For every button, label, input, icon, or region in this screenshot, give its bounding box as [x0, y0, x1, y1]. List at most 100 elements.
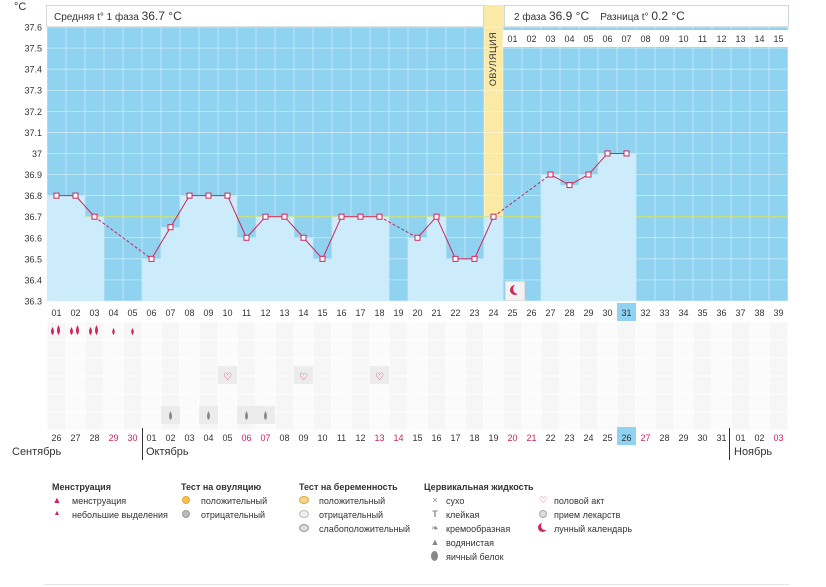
pill-icon	[538, 509, 548, 519]
temp-point	[452, 255, 459, 262]
temp-line-segment	[493, 174, 551, 218]
intercourse-cell	[218, 366, 237, 384]
temp-point	[262, 213, 269, 220]
symptom-cell	[369, 339, 390, 359]
symptom-cell	[654, 375, 675, 395]
date-label: 04	[203, 433, 213, 443]
date-label: 30	[697, 433, 707, 443]
cycle-day-label: 35	[697, 308, 707, 318]
legend-ovulation-negative: отрицательный	[201, 510, 266, 520]
phase2-day-cell	[579, 30, 598, 47]
moon-icon[interactable]	[505, 281, 525, 301]
symptom-cell	[312, 375, 333, 395]
symptom-cell	[540, 393, 561, 413]
symptom-cell	[65, 357, 86, 377]
symptom-cell	[274, 357, 295, 377]
menstruation-icon: ▲	[52, 495, 62, 505]
phase2-day-cell	[769, 30, 788, 47]
temp-point	[72, 192, 79, 199]
symptom-cell	[274, 411, 295, 431]
symptom-cell	[654, 357, 675, 377]
date-label: 15	[412, 433, 422, 443]
symptom-cell	[502, 321, 523, 341]
temp-bar	[237, 237, 256, 301]
temp-bar	[560, 185, 579, 301]
phase2-day-number: 04	[564, 34, 574, 44]
month-september: Сентябрь	[12, 446, 62, 458]
heart-icon: ♡	[299, 372, 308, 383]
symptom-cell	[578, 411, 599, 431]
symptom-cell	[255, 339, 276, 359]
symptom-cell	[445, 339, 466, 359]
legend-intercourse: половой акт	[554, 496, 605, 506]
temp-point	[547, 171, 554, 178]
temp-point	[376, 213, 383, 220]
symptom-cell	[407, 411, 428, 431]
date-label: 06	[241, 433, 251, 443]
watery-drop-icon	[169, 411, 172, 420]
symptom-cell	[141, 393, 162, 413]
symptom-cell	[521, 393, 542, 413]
symptom-cell	[445, 375, 466, 395]
symptom-cell	[179, 393, 200, 413]
temp-point	[338, 213, 345, 220]
symptom-cell	[578, 393, 599, 413]
symptom-cell	[711, 393, 732, 413]
legend-sticky: клейкая	[446, 510, 480, 520]
phase2-label: 2 фаза	[514, 12, 547, 23]
symptom-cell	[635, 375, 656, 395]
cycle-day-label: 25	[507, 308, 517, 318]
phase1-label: Средняя t° 1 фаза	[54, 12, 139, 23]
y-tick-label: 36.4	[24, 275, 42, 285]
symptom-cell	[654, 339, 675, 359]
symptom-cell	[388, 357, 409, 377]
symptom-cell	[65, 321, 86, 341]
temp-point	[319, 255, 326, 262]
temp-bar	[579, 174, 598, 301]
temp-bar	[313, 258, 332, 301]
temp-point	[623, 150, 630, 157]
symptom-cell	[331, 339, 352, 359]
cycle-day-label: 15	[317, 308, 327, 318]
temp-point	[224, 192, 231, 199]
symptom-cell	[426, 357, 447, 377]
y-tick-label: 37.6	[24, 23, 42, 33]
symptom-cell	[312, 321, 333, 341]
temp-point	[167, 224, 174, 231]
symptom-cell	[597, 375, 618, 395]
symptom-cell	[350, 375, 371, 395]
phase2-day-number: 10	[678, 34, 688, 44]
cycle-day-label: 20	[412, 308, 422, 318]
spotting-drop	[131, 328, 134, 335]
cycle-day-label: 21	[431, 308, 441, 318]
cycle-day-label: 06	[146, 308, 156, 318]
phase2-day-number: 13	[735, 34, 745, 44]
temp-bar	[598, 153, 617, 301]
symptom-cell	[160, 375, 181, 395]
temp-point	[300, 234, 307, 241]
phase2-day-number: 01	[507, 34, 517, 44]
watery-icon: ▲	[430, 537, 440, 547]
watery-drop-icon	[245, 411, 248, 420]
temp-line-segment	[170, 195, 190, 228]
symptom-cell	[122, 375, 143, 395]
phase2-day-number: 12	[716, 34, 726, 44]
symptom-cell	[331, 393, 352, 413]
symptom-cell	[654, 321, 675, 341]
symptom-cell	[160, 321, 181, 341]
temp-point	[471, 255, 478, 262]
phase2-day-cell	[693, 30, 712, 47]
symptom-cell	[46, 375, 67, 395]
date-label: 31	[716, 433, 726, 443]
phase1-summary: Средняя t° 1 фаза 36.7 °C	[54, 9, 182, 23]
symptom-cell	[483, 393, 504, 413]
temp-bar	[617, 153, 636, 301]
phase2-summary: 2 фаза 36.9 °C Разница t° 0.2 °C	[514, 9, 685, 23]
temp-point	[53, 192, 60, 199]
phase2-day-number: 08	[640, 34, 650, 44]
month-october: Октябрь	[146, 446, 189, 458]
date-label: 01	[146, 433, 156, 443]
symptom-cell	[673, 321, 694, 341]
temp-bar	[294, 237, 313, 301]
symptom-cell	[255, 321, 276, 341]
